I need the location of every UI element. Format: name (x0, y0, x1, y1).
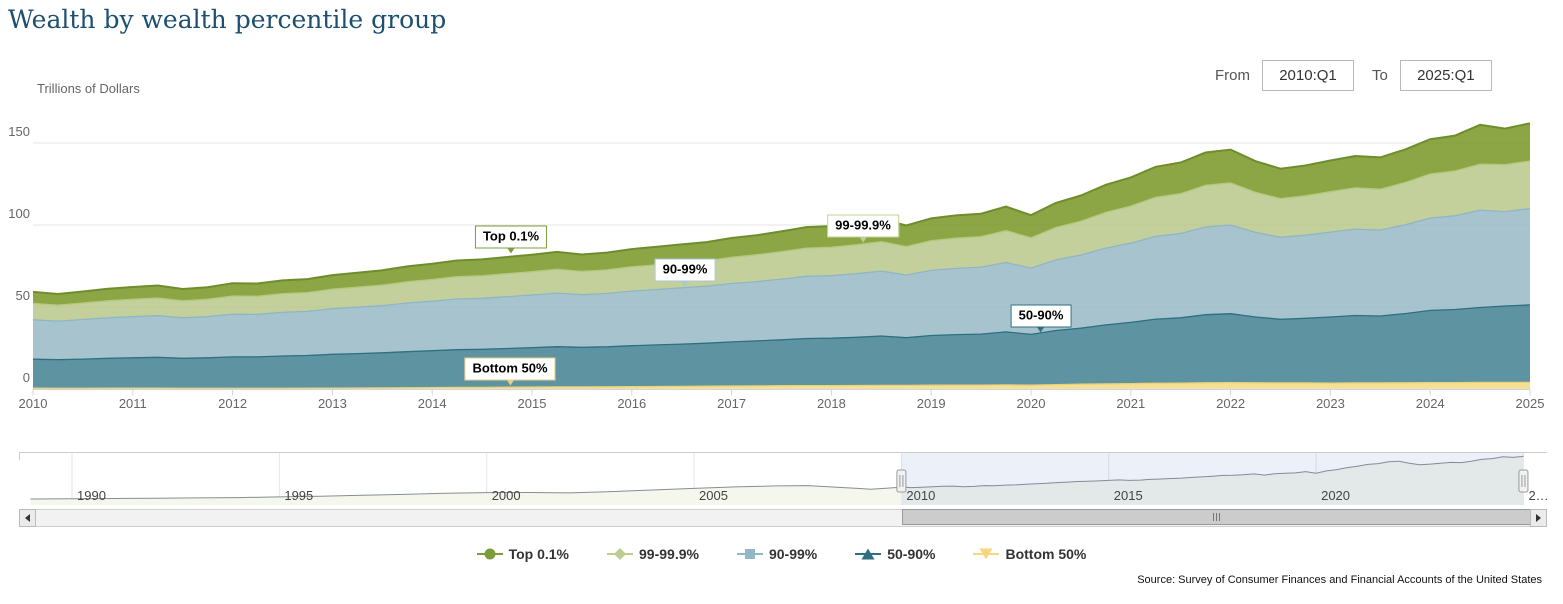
to-date-input[interactable] (1399, 60, 1492, 91)
svg-text:2021: 2021 (1116, 396, 1145, 411)
thumb-grip-icon (1216, 513, 1217, 521)
legend-label: 50-90% (887, 546, 936, 562)
date-range-controls: From To (1215, 60, 1492, 91)
legend-triangle-down-icon (973, 548, 1000, 560)
svg-text:0: 0 (23, 370, 30, 385)
legend-label: 90-99% (768, 546, 818, 562)
callout-pointer (506, 247, 515, 254)
callout-bottom-50-: Bottom 50% (464, 357, 556, 386)
thumb-grip-icon (1219, 513, 1220, 521)
callout-50-90-: 50-90% (1010, 304, 1072, 333)
svg-text:2014: 2014 (418, 396, 447, 411)
scrollbar-left-button[interactable] (19, 509, 36, 527)
svg-text:2013: 2013 (318, 396, 347, 411)
svg-text:2017: 2017 (717, 396, 746, 411)
legend-item-bottom-50-[interactable]: Bottom 50% (973, 546, 1086, 562)
callout-pointer (506, 379, 514, 386)
legend-item-50-90-[interactable]: 50-90% (855, 546, 935, 562)
legend-item-90-99-[interactable]: 90-99% (736, 546, 818, 562)
svg-text:2016: 2016 (617, 396, 646, 411)
navigator-handle-right (1518, 469, 1529, 493)
svg-text:2…: 2… (1528, 488, 1548, 503)
legend-square-icon (736, 549, 763, 559)
callout-pointer (681, 280, 689, 287)
svg-text:2011: 2011 (119, 396, 147, 411)
svg-text:2022: 2022 (1216, 396, 1245, 411)
svg-text:1990: 1990 (77, 488, 106, 503)
scrollbar-right-button[interactable] (1530, 509, 1547, 527)
svg-text:2024: 2024 (1416, 396, 1445, 411)
navigator-selected-range (901, 453, 1524, 505)
svg-text:1995: 1995 (284, 488, 313, 503)
time-scrollbar[interactable] (19, 509, 1547, 527)
right-arrow-icon (1536, 514, 1541, 522)
svg-text:50: 50 (16, 288, 30, 303)
legend-item-99-99-9-[interactable]: 99-99.9% (607, 546, 699, 562)
page-title: Wealth by wealth percentile group (8, 5, 447, 34)
callout-pointer (1037, 326, 1045, 333)
svg-text:2010: 2010 (19, 396, 48, 411)
svg-text:2018: 2018 (817, 396, 846, 411)
area-99-99.9% (33, 161, 1530, 322)
legend-diamond-icon (607, 548, 634, 560)
from-date-input[interactable] (1262, 60, 1354, 91)
scrollbar-thumb[interactable] (902, 509, 1531, 525)
svg-text:2023: 2023 (1316, 396, 1345, 411)
svg-text:100: 100 (8, 206, 30, 221)
svg-text:2025: 2025 (1516, 396, 1545, 411)
callout-top-0-1-: Top 0.1% (474, 225, 548, 254)
to-label: To (1372, 67, 1388, 84)
svg-text:2020: 2020 (1017, 396, 1046, 411)
callout-pointer (859, 236, 867, 243)
area-50-90% (33, 304, 1530, 389)
legend-label: Top 0.1% (508, 546, 570, 562)
svg-text:2005: 2005 (699, 488, 728, 503)
svg-text:2020: 2020 (1321, 488, 1350, 503)
y-axis-unit-label: Trillions of Dollars (37, 81, 140, 96)
source-note: Source: Survey of Consumer Finances and … (1137, 574, 1542, 586)
legend-label: 99-99.9% (639, 546, 699, 562)
callout-99-99-9-: 99-99.9% (827, 214, 899, 243)
svg-text:2012: 2012 (218, 396, 247, 411)
from-label: From (1215, 67, 1250, 84)
svg-text:150: 150 (8, 124, 30, 139)
svg-text:2015: 2015 (518, 396, 547, 411)
chart-legend: Top 0.1% 99-99.9% 90-99% 50-90% Bottom 50% (0, 546, 1563, 562)
area-Top 0.1% (33, 123, 1530, 306)
svg-text:2010: 2010 (906, 488, 935, 503)
legend-circle-icon (476, 548, 503, 560)
legend-triangle-icon (855, 548, 882, 560)
area-90-99% (33, 208, 1530, 360)
callout-90-99-: 90-99% (654, 258, 716, 287)
svg-text:2015: 2015 (1114, 488, 1143, 503)
svg-text:2019: 2019 (917, 396, 946, 411)
svg-text:2000: 2000 (492, 488, 521, 503)
navigator-handle-left (896, 469, 907, 493)
legend-label: Bottom 50% (1005, 546, 1087, 562)
legend-item-top-0-1-[interactable]: Top 0.1% (476, 546, 570, 562)
left-arrow-icon (25, 514, 30, 522)
thumb-grip-icon (1213, 513, 1214, 521)
